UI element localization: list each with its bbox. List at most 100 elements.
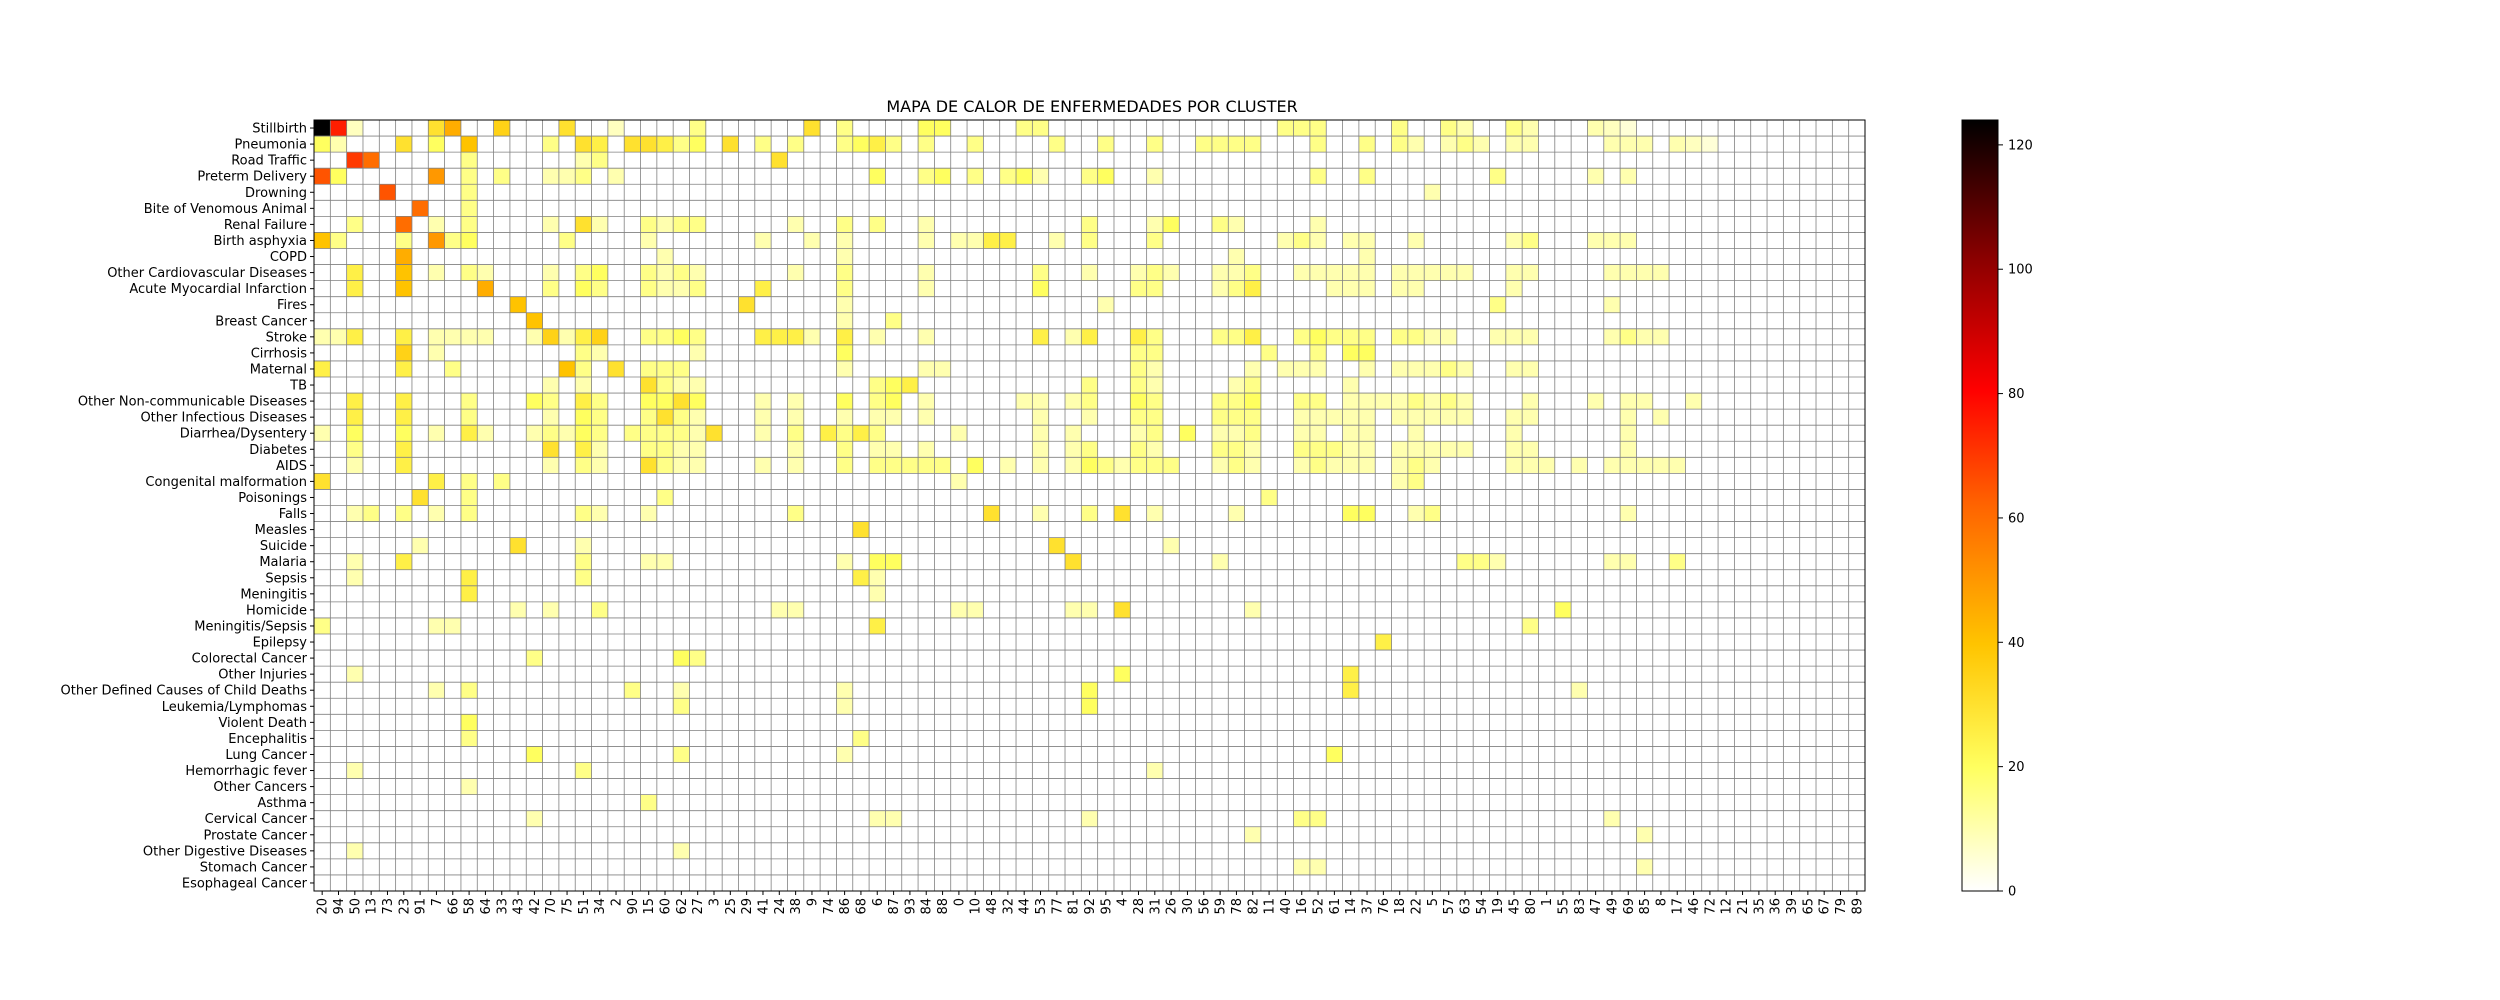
heatmap-cell xyxy=(346,762,363,779)
heatmap-cell xyxy=(754,232,772,249)
y-tick-label: Other Non-communicable Diseases xyxy=(78,395,307,410)
heatmap-cell xyxy=(460,264,478,281)
heatmap-cell xyxy=(1309,425,1327,442)
heatmap-cell xyxy=(1081,328,1098,345)
heatmap-cell xyxy=(460,216,478,233)
heatmap-cell xyxy=(575,553,592,570)
heatmap-cell xyxy=(1620,553,1637,570)
heatmap-cell xyxy=(673,328,690,345)
heatmap-cell xyxy=(1260,489,1278,506)
x-tick-label: 30 xyxy=(1181,898,1196,915)
heatmap-cell xyxy=(1669,457,1686,474)
heatmap-cell xyxy=(1032,457,1049,474)
heatmap-cell xyxy=(1097,168,1114,185)
heatmap-cell xyxy=(673,409,690,426)
heatmap-cell xyxy=(869,168,886,185)
y-tick-label: Other Injuries xyxy=(218,668,307,683)
heatmap-cell xyxy=(787,441,804,458)
heatmap-cell xyxy=(1146,264,1163,281)
heatmap-cell xyxy=(999,168,1017,185)
heatmap-cell xyxy=(460,569,478,586)
heatmap-cell xyxy=(1456,264,1474,281)
heatmap-cell xyxy=(1424,360,1441,377)
heatmap-cell xyxy=(558,168,576,185)
heatmap-cell xyxy=(575,328,592,345)
heatmap-cell xyxy=(1636,328,1653,345)
heatmap-cell xyxy=(869,617,886,634)
heatmap-cell xyxy=(1146,425,1163,442)
heatmap-cell xyxy=(1228,136,1245,153)
heatmap-cell xyxy=(771,328,788,345)
heatmap-cell xyxy=(1407,393,1425,410)
heatmap-cell xyxy=(1260,344,1278,361)
heatmap-cell xyxy=(934,457,951,474)
heatmap-cell xyxy=(1603,136,1621,153)
heatmap-cell xyxy=(1326,441,1343,458)
x-tick-label: 13 xyxy=(365,898,380,915)
heatmap-cell xyxy=(689,425,706,442)
x-tick-label: 85 xyxy=(1638,898,1653,915)
heatmap-cell xyxy=(346,152,363,169)
heatmap-cell xyxy=(1065,441,1082,458)
colorbar-tick-label: 60 xyxy=(2008,511,2025,526)
heatmap-cell xyxy=(1391,441,1408,458)
x-tick-label: 32 xyxy=(1001,898,1016,915)
heatmap-cell xyxy=(1587,168,1604,185)
heatmap-cell xyxy=(640,393,657,410)
heatmap-cell xyxy=(1522,617,1539,634)
heatmap-cell xyxy=(1489,328,1506,345)
heatmap-cell xyxy=(1032,505,1049,522)
heatmap-cell xyxy=(346,569,363,586)
heatmap-cell xyxy=(1277,232,1294,249)
heatmap-cell xyxy=(1342,666,1359,683)
x-tick-label: 34 xyxy=(593,898,608,915)
y-tick-label: Other Digestive Diseases xyxy=(143,844,307,859)
heatmap-cell xyxy=(1293,441,1310,458)
heatmap-cell xyxy=(885,409,902,426)
heatmap-cell xyxy=(1081,810,1098,827)
heatmap-cell xyxy=(346,120,363,137)
heatmap-cell xyxy=(1293,264,1310,281)
heatmap-cell xyxy=(1277,360,1294,377)
x-tick-label: 9 xyxy=(805,898,820,906)
x-tick-label: 12 xyxy=(1720,898,1735,915)
x-tick-label: 91 xyxy=(414,898,429,915)
heatmap-cell xyxy=(869,216,886,233)
heatmap-cell xyxy=(1309,168,1327,185)
heatmap-cell xyxy=(1358,457,1376,474)
heatmap-cell xyxy=(1244,601,1261,618)
y-tick-label: Road Traffic xyxy=(231,154,307,169)
heatmap-cell xyxy=(330,136,347,153)
heatmap-cell xyxy=(1146,393,1163,410)
heatmap-cell xyxy=(1309,120,1327,137)
heatmap-cell xyxy=(787,457,804,474)
x-tick-label: 59 xyxy=(1214,898,1229,915)
heatmap-cell xyxy=(1342,409,1359,426)
heatmap-cell xyxy=(1620,232,1637,249)
heatmap-cell xyxy=(1326,280,1343,297)
x-tick-label: 75 xyxy=(561,898,576,915)
heatmap-cell xyxy=(624,136,641,153)
x-tick-label: 29 xyxy=(740,898,755,915)
heatmap-cell xyxy=(640,264,657,281)
heatmap-cell xyxy=(689,120,706,137)
heatmap-cell xyxy=(1016,168,1033,185)
heatmap-cell xyxy=(1685,136,1702,153)
heatmap-cell xyxy=(1326,746,1343,763)
heatmap-cell xyxy=(673,457,690,474)
heatmap-cell xyxy=(689,280,706,297)
y-tick-label: Birth asphyxia xyxy=(213,234,307,249)
heatmap-cell xyxy=(1048,232,1066,249)
y-tick-label: Epilepsy xyxy=(253,636,308,651)
heatmap-cell xyxy=(656,216,674,233)
y-tick-label: Poisonings xyxy=(238,491,307,506)
heatmap-cell xyxy=(1522,328,1539,345)
heatmap-cell xyxy=(1211,457,1229,474)
heatmap-cell xyxy=(640,441,657,458)
heatmap-cell xyxy=(1669,136,1686,153)
heatmap-cell xyxy=(1358,168,1376,185)
heatmap-cell xyxy=(1081,441,1098,458)
heatmap-cell xyxy=(1146,457,1163,474)
x-tick-label: 55 xyxy=(1556,898,1571,915)
x-tick-label: 60 xyxy=(659,898,674,915)
